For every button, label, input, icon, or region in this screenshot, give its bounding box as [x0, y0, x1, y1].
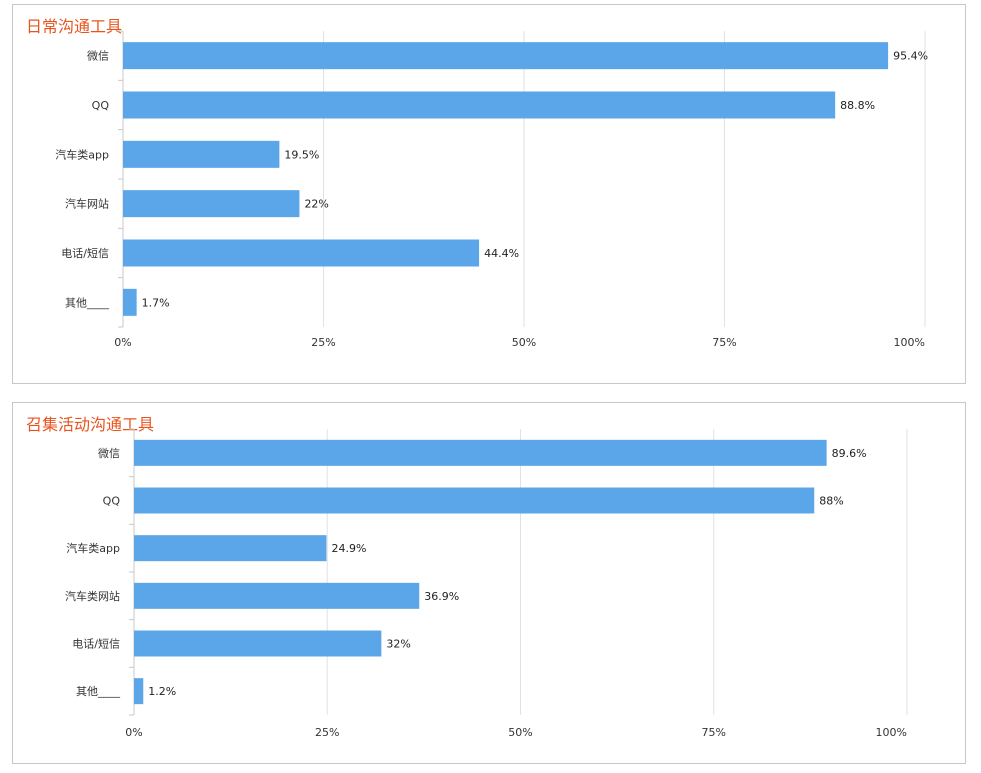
value-label: 95.4%	[893, 50, 928, 63]
bar	[123, 42, 889, 70]
chart-panel-events: 召集活动沟通工具 微信 89.6% QQ 88% 汽车类app 24.9% 汽车类网站 36.…	[12, 402, 966, 764]
category-label: QQ	[103, 495, 121, 508]
x-tick-label: 50%	[512, 336, 536, 349]
category-label: 汽车类app	[66, 541, 120, 555]
value-label: 24.9%	[331, 542, 366, 555]
event-tools-bar-chart: 微信 89.6% QQ 88% 汽车类app 24.9% 汽车类网站 36.9% 电话/短信 32…	[65, 428, 908, 739]
category-label: 汽车网站	[65, 197, 109, 211]
bar	[134, 630, 382, 657]
bar	[134, 678, 144, 705]
bar	[134, 487, 815, 514]
value-label: 44.4%	[484, 247, 519, 260]
bar	[123, 239, 480, 267]
x-tick-label: 25%	[315, 726, 339, 739]
daily-tools-bar-chart: 微信 95.4% QQ 88.8% 汽车类app 19.5% 汽车网站 22% 电话/短信 44.…	[55, 30, 928, 349]
value-label: 19.5%	[284, 148, 319, 161]
value-label: 1.2%	[148, 685, 176, 698]
value-label: 22%	[304, 198, 328, 211]
chart-title: 日常沟通工具	[26, 17, 123, 36]
value-label: 88.8%	[840, 99, 875, 112]
bar	[123, 91, 836, 119]
category-label: QQ	[92, 99, 110, 112]
x-tick-label: 0%	[125, 726, 142, 739]
category-label: 汽车类app	[55, 147, 109, 161]
category-label: 微信	[98, 446, 120, 460]
value-label: 32%	[386, 638, 410, 651]
category-label: 电话/短信	[72, 637, 120, 651]
value-label: 1.7%	[142, 296, 170, 309]
x-tick-label: 25%	[311, 336, 335, 349]
bar	[123, 190, 300, 218]
bar	[123, 288, 137, 316]
chart-panel-daily: 日常沟通工具 微信 95.4% QQ 88.8% 汽车类app 19.5% 汽车网站 22% 电…	[12, 4, 966, 384]
bar	[123, 140, 280, 168]
bar	[134, 535, 327, 562]
x-tick-label: 100%	[894, 336, 925, 349]
bar	[134, 582, 420, 609]
chart-title: 召集活动沟通工具	[26, 415, 155, 434]
category-label: 汽车类网站	[65, 589, 120, 603]
x-tick-label: 75%	[702, 726, 726, 739]
category-label: 电话/短信	[61, 246, 109, 260]
x-tick-label: 75%	[712, 336, 736, 349]
x-tick-label: 100%	[876, 726, 907, 739]
value-label: 89.6%	[832, 447, 867, 460]
bar	[134, 439, 827, 466]
x-tick-label: 0%	[114, 336, 131, 349]
category-label: 其他____	[76, 685, 120, 698]
value-label: 36.9%	[424, 590, 459, 603]
category-label: 其他____	[65, 296, 109, 309]
value-label: 88%	[819, 495, 843, 508]
x-tick-label: 50%	[508, 726, 532, 739]
category-label: 微信	[87, 49, 109, 63]
